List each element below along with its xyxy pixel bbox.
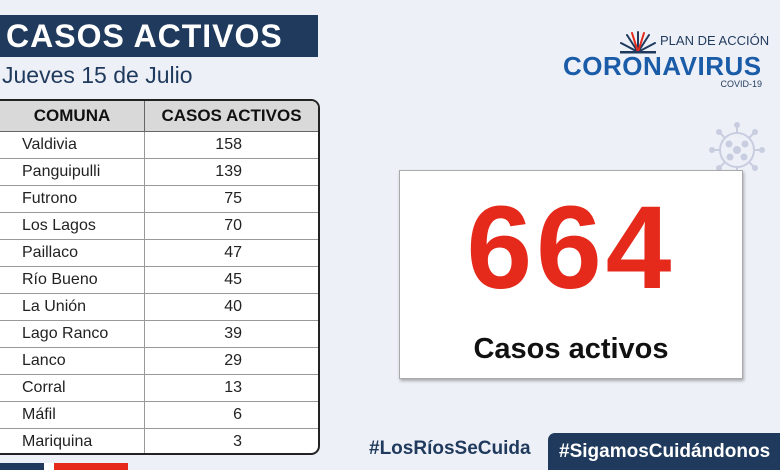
comuna-cell: Máfil xyxy=(0,401,145,429)
comuna-cell: Lanco xyxy=(0,347,145,375)
casos-cell: 3 xyxy=(144,428,318,453)
table-row: Futrono 75 xyxy=(0,185,318,213)
column-header-casos: CASOS ACTIVOS xyxy=(144,101,318,132)
table-row: Mariquina 3 xyxy=(0,428,318,453)
casos-cell: 40 xyxy=(144,293,318,321)
column-header-comuna: COMUNA xyxy=(0,101,145,132)
table-row: Los Lagos 70 xyxy=(0,212,318,240)
comuna-cell: La Unión xyxy=(0,293,145,321)
logo-covid-text: COVID-19 xyxy=(720,79,762,89)
page-title: CASOS ACTIVOS xyxy=(0,15,318,57)
table-row: Paillaco 47 xyxy=(0,239,318,267)
table-row: Panguipulli 139 xyxy=(0,158,318,186)
comuna-cell: Mariquina xyxy=(22,433,93,450)
comuna-cell: Paillaco xyxy=(0,239,145,267)
casos-cell: 139 xyxy=(144,158,318,186)
casos-cell: 75 xyxy=(144,185,318,213)
hashtag-los-rios: #LosRíosSeCuida xyxy=(369,438,531,459)
casos-cell: 29 xyxy=(144,347,318,375)
total-cases-label: Casos activos xyxy=(473,333,669,365)
report-date: Jueves 15 de Julio xyxy=(2,62,193,88)
casos-cell: 47 xyxy=(144,239,318,267)
table-row: Lanco 29 xyxy=(0,347,318,375)
comuna-cell: Corral xyxy=(0,374,145,402)
hashtag-sigamos: #SigamosCuidándonos xyxy=(548,433,780,470)
comuna-cell: Panguipulli xyxy=(0,158,145,186)
table-row: La Unión 40 xyxy=(0,293,318,321)
coronavirus-plan-logo: PLAN DE ACCIÓN CORONAVIRUS COVID-19 xyxy=(560,24,770,94)
logo-main-text: CORONAVIRUS xyxy=(563,51,762,81)
casos-cell: 13 xyxy=(144,374,318,402)
casos-cell: 70 xyxy=(144,212,318,240)
comuna-cell: Los Lagos xyxy=(0,212,145,240)
casos-cell: 45 xyxy=(144,266,318,294)
total-cases-value: 664 xyxy=(466,182,676,314)
table-row: Máfil 6 xyxy=(0,401,318,429)
comuna-cell: Río Bueno xyxy=(0,266,145,294)
casos-cell: 39 xyxy=(144,320,318,348)
virus-icon xyxy=(709,122,765,173)
flag-blue-segment xyxy=(0,463,44,470)
flag-strip xyxy=(0,463,128,470)
flag-red-segment xyxy=(54,463,128,470)
table-row: Lago Ranco 39 xyxy=(0,320,318,348)
table-row: Río Bueno 45 xyxy=(0,266,318,294)
table-row: Valdivia 158 xyxy=(0,131,318,159)
casos-cell: 158 xyxy=(144,131,318,159)
table-row: Corral 13 xyxy=(0,374,318,402)
flag-white-segment xyxy=(44,463,54,470)
logo-plan-text: PLAN DE ACCIÓN xyxy=(660,33,770,48)
comuna-cell: Lago Ranco xyxy=(0,320,145,348)
total-cases-card: 664 Casos activos xyxy=(399,170,743,379)
sun-rays-icon xyxy=(620,31,656,54)
casos-cell: 6 xyxy=(144,401,318,429)
cases-table: COMUNA CASOS ACTIVOS Valdivia 158 Panguip… xyxy=(0,99,320,455)
comuna-cell: Futrono xyxy=(0,185,145,213)
table-header-row: COMUNA CASOS ACTIVOS xyxy=(0,101,318,132)
comuna-cell: Valdivia xyxy=(0,131,145,159)
